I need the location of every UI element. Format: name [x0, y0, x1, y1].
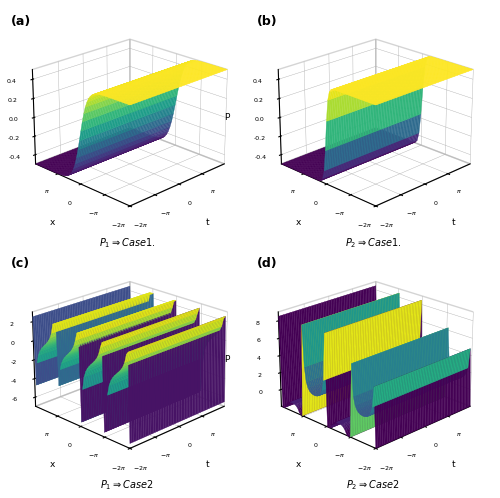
Text: $P_1\Rightarrow Case2$: $P_1\Rightarrow Case2$: [100, 479, 154, 493]
Y-axis label: x: x: [296, 461, 301, 470]
Text: $P_1\Rightarrow Case1.$: $P_1\Rightarrow Case1.$: [99, 236, 156, 250]
Y-axis label: x: x: [50, 461, 56, 470]
Y-axis label: x: x: [50, 218, 56, 227]
Text: $P_2\Rightarrow Case2$: $P_2\Rightarrow Case2$: [346, 479, 400, 493]
X-axis label: t: t: [206, 218, 209, 227]
Text: (a): (a): [11, 15, 32, 28]
X-axis label: t: t: [452, 461, 455, 470]
Text: (c): (c): [11, 257, 30, 270]
Text: $P_2\Rightarrow Case1.$: $P_2\Rightarrow Case1.$: [344, 236, 401, 250]
X-axis label: t: t: [206, 461, 209, 470]
X-axis label: t: t: [452, 218, 455, 227]
Y-axis label: x: x: [296, 218, 301, 227]
Text: (d): (d): [257, 257, 278, 270]
Text: (b): (b): [257, 15, 278, 28]
